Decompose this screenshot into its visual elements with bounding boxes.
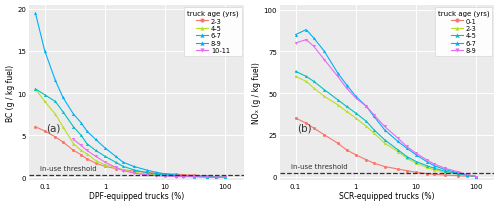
Text: (b): (b) (297, 123, 312, 133)
Text: in-use threshold: in-use threshold (40, 165, 96, 171)
X-axis label: DPF-equipped trucks (%): DPF-equipped trucks (%) (88, 192, 184, 200)
Legend: 2-3, 4-5, 6-7, 8-9, 10-11: 2-3, 4-5, 6-7, 8-9, 10-11 (184, 8, 242, 57)
Text: in-use threshold: in-use threshold (290, 163, 348, 169)
X-axis label: SCR-equipped trucks (%): SCR-equipped trucks (%) (340, 192, 435, 200)
Text: (a): (a) (46, 123, 60, 133)
Y-axis label: BC (g / kg fuel): BC (g / kg fuel) (6, 64, 15, 121)
Legend: 0-1, 2-3, 4-5, 6-7, 8-9: 0-1, 2-3, 4-5, 6-7, 8-9 (435, 8, 492, 57)
Y-axis label: NOₓ (g / kg fuel): NOₓ (g / kg fuel) (252, 62, 261, 124)
